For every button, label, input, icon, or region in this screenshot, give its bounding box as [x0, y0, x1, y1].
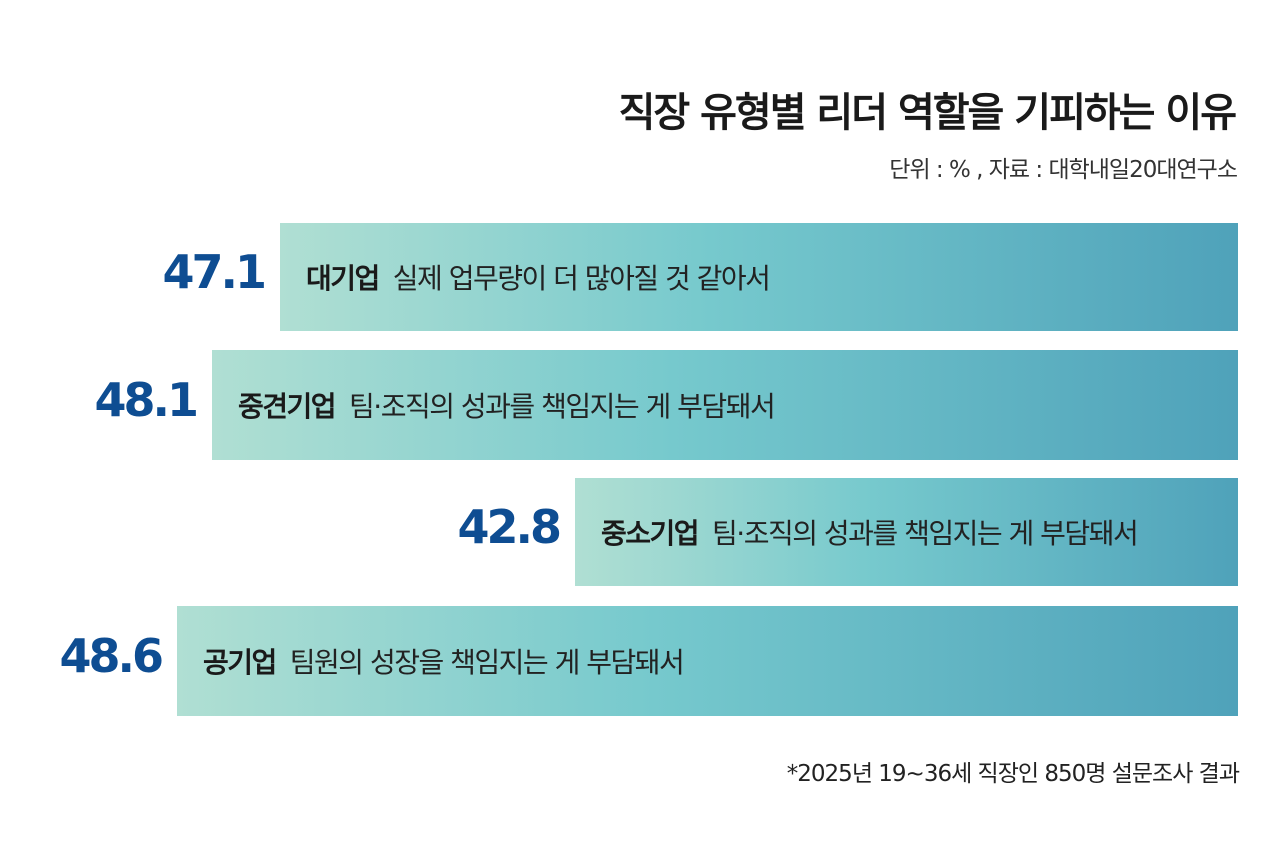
reason-label: 팀·조직의 성과를 책임지는 게 부담돼서: [349, 390, 776, 423]
category-label: 대기업: [306, 262, 380, 295]
chart-title: 직장 유형별 리더 역할을 기피하는 이유: [618, 90, 1237, 136]
bar: [575, 478, 1238, 586]
value-label: 48.1: [94, 373, 200, 427]
bar-label: 중소기업 팀·조직의 성과를 책임지는 게 부담돼서: [601, 512, 1139, 552]
chart-footnote: *2025년 19~36세 직장인 850명 설문조사 결과: [786, 761, 1240, 787]
bar-label: 공기업 팀원의 성장을 책임지는 게 부담돼서: [203, 641, 685, 681]
value-label: 48.6: [59, 629, 165, 683]
value-label: 42.8: [457, 500, 563, 554]
bar-label: 대기업 실제 업무량이 더 많아질 것 같아서: [306, 257, 771, 297]
chart-subtitle: 단위 : % , 자료 : 대학내일20대연구소: [889, 157, 1238, 183]
bar: [280, 223, 1238, 331]
category-label: 공기업: [203, 646, 277, 679]
bar-label: 중견기업 팀·조직의 성과를 책임지는 게 부담돼서: [238, 385, 776, 425]
reason-label: 팀원의 성장을 책임지는 게 부담돼서: [289, 646, 685, 679]
value-label: 47.1: [162, 245, 268, 299]
category-label: 중견기업: [238, 390, 337, 423]
reason-label: 실제 업무량이 더 많아질 것 같아서: [392, 262, 771, 295]
category-label: 중소기업: [601, 517, 700, 550]
bar: [177, 606, 1238, 716]
bar: [212, 350, 1238, 460]
reason-label: 팀·조직의 성과를 책임지는 게 부담돼서: [712, 517, 1139, 550]
